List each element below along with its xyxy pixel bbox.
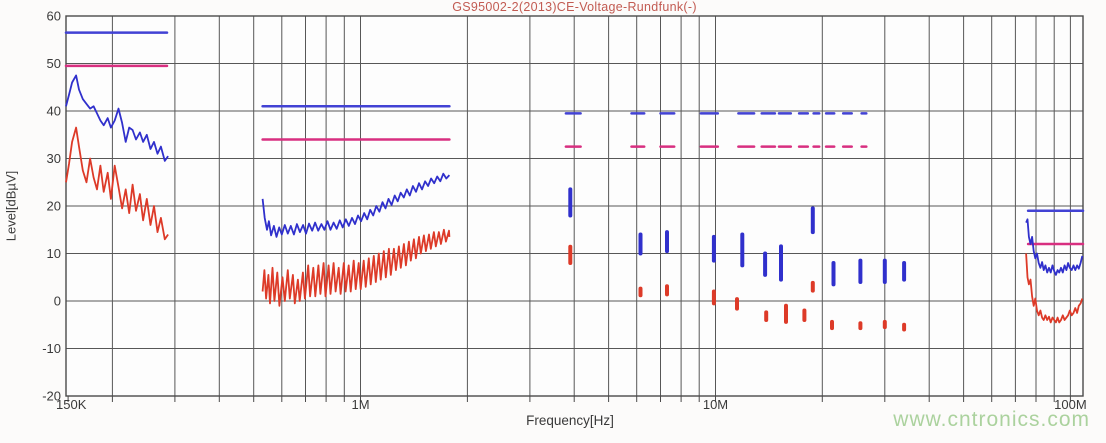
peak-trace-blue xyxy=(65,74,1084,276)
svg-text:40: 40 xyxy=(47,104,61,119)
y-axis-label: Level[dBµV] xyxy=(3,170,19,242)
svg-text:-10: -10 xyxy=(42,341,61,356)
svg-text:30: 30 xyxy=(47,151,61,166)
peak-scatter-blue xyxy=(568,187,907,287)
x-axis-ticks xyxy=(67,396,1071,402)
avg-trace-red xyxy=(65,126,1084,324)
svg-text:10M: 10M xyxy=(703,397,728,412)
avg-scatter-red xyxy=(568,244,907,332)
chart-title: GS95002-2(2013)CE-Voltage-Rundfunk(-) xyxy=(452,0,697,14)
svg-text:60: 60 xyxy=(47,9,61,24)
plot-border xyxy=(65,15,1084,397)
y-tick-labels: 60 50 40 30 20 10 0 -10 -20 xyxy=(42,9,61,404)
watermark: www.cntronics.com xyxy=(893,408,1090,431)
svg-text:50: 50 xyxy=(47,56,61,71)
svg-text:0: 0 xyxy=(54,294,61,309)
limit-lines xyxy=(64,31,1085,246)
svg-text:10: 10 xyxy=(47,246,61,261)
svg-text:100M: 100M xyxy=(1054,397,1087,412)
svg-text:150K: 150K xyxy=(56,397,87,412)
x-tick-labels: 150K 1M 10M 100M xyxy=(56,397,1087,412)
x-axis-label: Frequency[Hz] xyxy=(526,413,614,428)
svg-text:20: 20 xyxy=(47,199,61,214)
svg-text:-20: -20 xyxy=(42,389,61,404)
svg-text:1M: 1M xyxy=(351,397,369,412)
